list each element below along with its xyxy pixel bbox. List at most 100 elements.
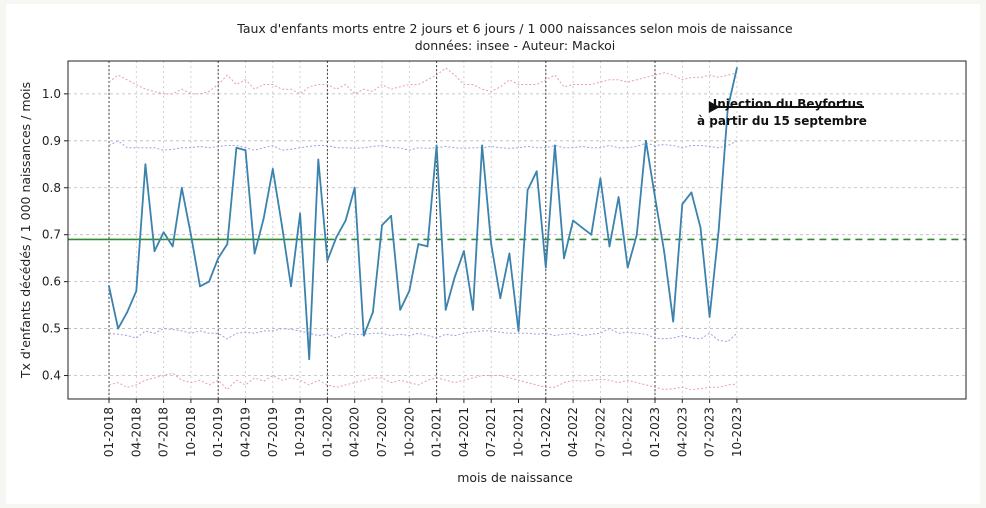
y-tick-label: 0.5 [42,322,61,336]
y-tick-label: 0.7 [42,228,61,242]
annotation-line-2: à partir du 15 septembre [697,114,867,128]
data-point [499,297,502,299]
data-point [262,217,265,220]
data-point [135,290,138,292]
data-point [699,226,702,229]
data-point [308,358,311,360]
annotation-arrow-head [708,101,720,113]
data-point [281,224,283,227]
chart-frame: Taux d'enfants morts entre 2 jours et 6 … [6,4,980,504]
chart-title: Taux d'enfants morts entre 2 jours et 6 … [236,21,793,36]
y-tick-label: 0.8 [42,181,61,195]
x-tick-label: 07-2020 [375,407,389,457]
data-point [180,186,183,189]
data-point [717,229,720,231]
data-point [645,139,647,142]
data-point [663,250,665,253]
data-point [153,250,156,253]
data-point [199,285,201,288]
data-point [535,170,538,173]
line-chart: Taux d'enfants morts entre 2 jours et 6 … [18,21,967,485]
data-point [635,233,638,236]
data-point [690,191,693,194]
data-point [372,311,374,314]
data-point [117,327,119,330]
data-point [453,276,456,278]
band-line [108,67,738,95]
plot-area-border [67,60,967,400]
data-point [271,168,274,170]
x-tick-label: 01-2022 [539,407,553,457]
band-line [108,140,738,151]
data-point [626,266,629,269]
data-point [481,144,483,147]
data-point [244,149,247,152]
data-point [344,219,347,222]
x-tick-label: 01-2018 [102,407,116,457]
y-tick-label: 0.4 [42,369,61,383]
data-point [217,257,220,260]
x-axis-ticks: 01-2018 04-2018 07-2018 10-2018 01-2019 04-20… [102,399,744,457]
x-tick-label: 04-2022 [566,407,580,457]
y-tick-label: 0.6 [42,275,61,289]
data-point [426,245,429,248]
x-tick-label: 01-2023 [648,407,662,457]
x-tick-label: 04-2019 [239,407,253,457]
data-point [563,257,565,260]
data-point [444,308,447,311]
data-point [317,158,320,161]
x-tick-label: 07-2023 [703,407,717,457]
data-point [126,311,129,314]
series-layer [108,67,738,361]
data-point [162,231,165,234]
data-point [617,196,620,199]
data-point [190,233,192,236]
data-point [408,290,411,292]
annotation-line-1: Injection du Beyfortus [713,97,863,111]
data-point [590,233,593,236]
data-point [508,252,511,255]
data-point [463,250,465,253]
band-lines [108,67,738,391]
x-tick-label: 07-2018 [157,407,171,457]
data-point [235,146,238,149]
data-point [335,236,338,238]
data-point [108,285,110,288]
data-point [417,243,420,245]
series-line [108,67,738,361]
data-point [299,212,301,215]
x-tick-label: 07-2021 [484,407,498,457]
data-point [526,189,529,191]
data-point [708,315,711,318]
data-point [399,308,402,311]
x-tick-label: 01-2021 [430,407,444,457]
data-point [226,243,229,245]
x-tick-label: 10-2022 [621,407,635,457]
data-point [171,245,174,248]
x-tick-label: 07-2019 [266,407,280,457]
x-tick-label: 01-2020 [320,407,334,457]
x-tick-label: 04-2018 [129,407,143,457]
x-tick-label: 10-2020 [402,407,416,457]
x-tick-label: 04-2020 [348,407,362,457]
x-tick-label: 01-2019 [211,407,225,457]
year-separators [108,61,656,399]
y-axis-label: Tx d'enfants décédés / 1 000 naissances … [18,82,33,379]
x-tick-label: 10-2021 [512,407,526,457]
y-tick-label: 1.0 [42,87,61,101]
data-point [362,334,365,337]
x-axis-label: mois de naissance [457,470,573,485]
data-point [599,177,602,180]
data-point [672,320,675,323]
data-point [681,203,684,206]
data-point [208,280,211,283]
data-point [581,226,584,229]
data-point [544,266,547,269]
data-point [381,224,383,227]
data-point [572,219,574,222]
x-tick-label: 04-2021 [457,407,471,457]
x-tick-label: 10-2023 [730,407,744,457]
data-point [253,252,256,255]
x-tick-label: 10-2018 [184,407,198,457]
x-tick-label: 04-2023 [675,407,689,457]
